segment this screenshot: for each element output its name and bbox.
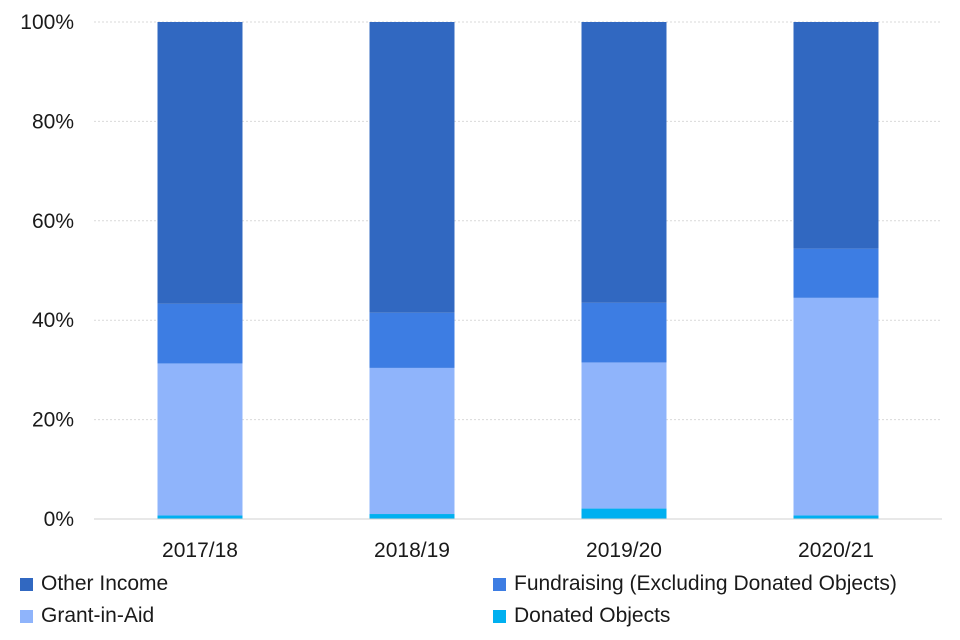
bar-segment: [157, 363, 243, 516]
x-tick-label: 2020/21: [798, 539, 874, 562]
bar-segment: [793, 297, 879, 516]
legend-item-other-income: Other Income: [20, 572, 168, 596]
stacked-bar-chart: 0% 20% 40% 60% 80% 100% 2017/18 2018/19 2019/20…: [20, 11, 942, 562]
x-tick-label: 2019/20: [586, 539, 662, 562]
bar-segment: [369, 367, 455, 515]
bar-segment: [157, 22, 243, 304]
bar-segment: [581, 22, 667, 303]
y-tick-label: 0%: [44, 508, 74, 531]
legend-label: Grant-in-Aid: [41, 604, 155, 627]
x-axis-ticks: 2017/18 2018/19 2019/20 2020/21: [162, 539, 874, 562]
legend-label: Other Income: [41, 572, 169, 595]
legend-swatch: [493, 577, 506, 591]
legend-swatch: [20, 609, 33, 623]
bar-segment: [157, 303, 243, 364]
bar-segment: [157, 515, 243, 519]
legend-swatch: [20, 577, 33, 591]
y-tick-label: 20%: [32, 409, 74, 432]
y-tick-label: 100%: [20, 11, 74, 34]
legend-item-grant-in-aid: Grant-in-Aid: [20, 604, 154, 628]
bar-segment: [793, 248, 879, 298]
x-tick-label: 2018/19: [374, 539, 450, 562]
y-tick-label: 80%: [32, 110, 74, 133]
legend-item-fundraising: Fundraising (Excluding Donated Objects): [493, 572, 897, 596]
x-tick-label: 2017/18: [162, 539, 238, 562]
bar-segment: [793, 515, 879, 519]
bar-segment: [581, 362, 667, 509]
bar-segment: [369, 514, 455, 519]
y-tick-label: 40%: [32, 309, 74, 332]
bar-segment: [793, 22, 879, 249]
bars: [157, 22, 879, 519]
bar-segment: [581, 302, 667, 363]
legend-swatch: [493, 609, 506, 623]
legend-label: Fundraising (Excluding Donated Objects): [514, 572, 897, 595]
legend-item-donated-objects: Donated Objects: [493, 604, 670, 628]
bar-segment: [369, 22, 455, 313]
y-tick-label: 60%: [32, 210, 74, 233]
bar-segment: [581, 508, 667, 519]
legend-label: Donated Objects: [514, 604, 671, 627]
chart-legend: Other Income Fundraising (Excluding Dona…: [0, 566, 960, 640]
bar-segment: [369, 312, 455, 368]
y-axis-ticks: 0% 20% 40% 60% 80% 100%: [20, 11, 74, 531]
